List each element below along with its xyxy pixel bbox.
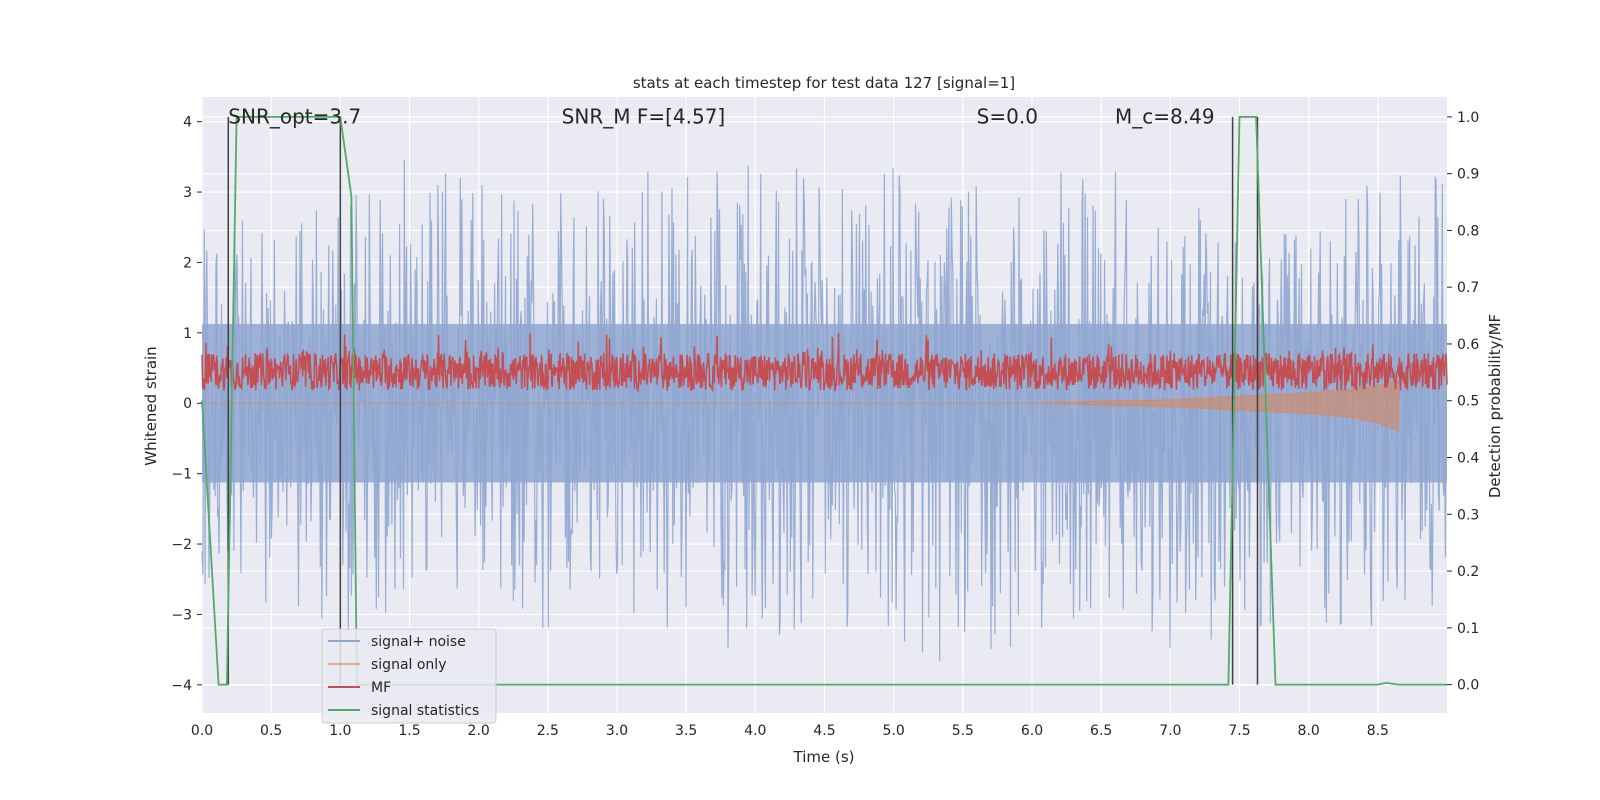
y-axis-right-ticks: 0.0 0.1 0.2 0.3 0.4 0.5 0.6 0.7 0.8 0.9 1.0: [1447, 110, 1479, 694]
annotation-snr-opt: SNR_opt=3.7: [228, 105, 361, 129]
x-tick-label: 1.5: [398, 723, 420, 739]
y-tick-label: 3: [183, 185, 192, 201]
x-tick-label: 4.5: [813, 723, 835, 739]
y-right-tick-label: 0.9: [1457, 167, 1479, 183]
y-right-tick-label: 0.6: [1457, 337, 1479, 353]
legend-box: [321, 628, 497, 724]
y-tick-label: 1: [183, 326, 192, 342]
series-signal-statistics: [201, 116, 1447, 686]
y-right-tick-label: 0.5: [1457, 394, 1479, 410]
x-tick-label: 6.5: [1090, 723, 1112, 739]
signal-statistics-line: [201, 116, 1447, 686]
y-right-tick-label: 1.0: [1457, 110, 1479, 126]
y-axis-ticks: −4 −3 −2 −1 0 1 2 3 4: [171, 115, 202, 694]
y-right-tick-label: 0.7: [1457, 280, 1479, 296]
x-axis-label: Time (s): [793, 748, 855, 766]
y-tick-label: −3: [171, 607, 192, 623]
legend-label-signal: signal only: [371, 657, 446, 673]
y-tick-label: 0: [183, 396, 192, 412]
x-tick-label: 8.5: [1367, 723, 1389, 739]
legend-label-noise: signal+ noise: [371, 634, 466, 650]
y-right-tick-label: 0.2: [1457, 564, 1479, 580]
y-tick-label: −1: [171, 467, 192, 483]
series-signal-only: [202, 380, 1400, 433]
mf-trace: [201, 332, 1448, 393]
x-tick-label: 6.0: [1021, 723, 1043, 739]
y-right-tick-label: 0.4: [1457, 451, 1479, 467]
x-tick-label: 2.0: [468, 723, 490, 739]
annotation-s: S=0.0: [977, 105, 1038, 129]
x-tick-label: 4.0: [744, 723, 766, 739]
annotation-mc: M_c=8.49: [1115, 105, 1215, 129]
x-tick-label: 1.0: [329, 723, 351, 739]
x-tick-label: 7.5: [1228, 723, 1250, 739]
y-right-tick-label: 0.0: [1457, 678, 1479, 694]
y-tick-label: −4: [171, 678, 192, 694]
series-mf: [201, 332, 1448, 393]
signal-only-envelope: [202, 380, 1400, 433]
x-tick-label: 5.0: [883, 723, 905, 739]
x-tick-label: 0.5: [260, 723, 282, 739]
x-tick-label: 3.0: [606, 723, 628, 739]
annotations: SNR_opt=3.7 SNR_M F=[4.57] S=0.0 M_c=8.4…: [228, 105, 1214, 129]
x-tick-label: 2.5: [537, 723, 559, 739]
x-tick-label: 3.5: [675, 723, 697, 739]
y-right-tick-label: 0.8: [1457, 223, 1479, 239]
x-axis-ticks: 0.0 0.5 1.0 1.5 2.0 2.5 3.0 3.5 4.0 4.5 5.0 5.5 6.0 6…: [191, 723, 1389, 739]
legend: signal+ noise signal only MF signal stat…: [321, 628, 497, 724]
x-tick-label: 8.0: [1298, 723, 1320, 739]
y-tick-label: 4: [183, 115, 192, 131]
y-axis-right-label: Detection probability/MF: [1486, 314, 1504, 498]
x-tick-label: 5.5: [952, 723, 974, 739]
y-right-tick-label: 0.1: [1457, 621, 1479, 637]
legend-label-stats: signal statistics: [371, 703, 479, 719]
x-tick-label: 7.0: [1159, 723, 1181, 739]
y-tick-label: 2: [183, 255, 192, 271]
legend-label-mf: MF: [371, 680, 391, 696]
chart-title: stats at each timestep for test data 127…: [633, 74, 1015, 92]
x-tick-label: 0.0: [191, 723, 213, 739]
y-axis-label: Whitened strain: [142, 346, 160, 465]
annotation-snr-mf: SNR_M F=[4.57]: [562, 105, 726, 129]
y-tick-label: −2: [171, 537, 192, 553]
y-right-tick-label: 0.3: [1457, 507, 1479, 523]
